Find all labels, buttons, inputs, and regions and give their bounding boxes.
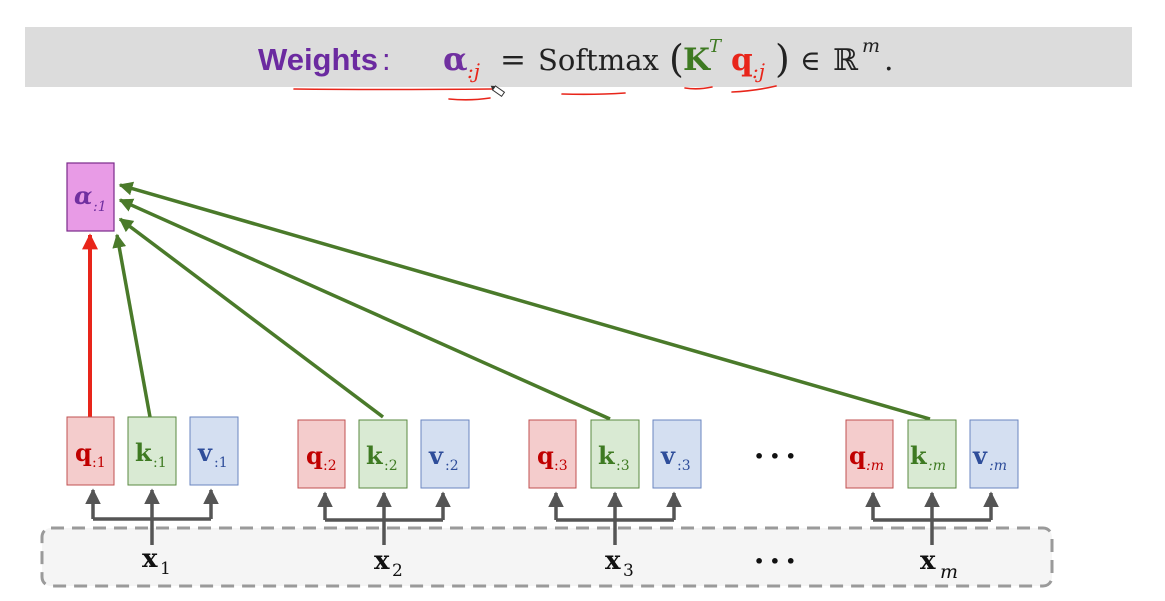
query-symbol: q (849, 441, 866, 470)
svg-text:Weights: Weights (258, 42, 378, 77)
query-box: q :1 (66, 416, 115, 486)
query-box: q :2 (297, 419, 346, 489)
formula-K: K (683, 42, 711, 78)
input-symbol: x (142, 544, 158, 574)
value-symbol: v (428, 441, 444, 470)
value-subscript: :m (989, 458, 1007, 474)
key-subscript: :2 (384, 458, 398, 474)
key-symbol: k (135, 438, 153, 467)
inputs-container (40, 526, 1054, 588)
key1-to-alpha-arrow (112, 233, 152, 418)
formula-reals: ℝ (833, 43, 859, 78)
key-symbol: k (910, 441, 928, 470)
formula-period: . (884, 43, 894, 78)
underline-weights (293, 88, 493, 91)
token-column-1: q :1 k :1 v :1 x 1 (66, 416, 239, 579)
query-symbol: q (537, 441, 554, 470)
input-token: x 3 (605, 546, 634, 581)
key-subscript: :m (928, 458, 946, 474)
keym-to-alpha-arrow (118, 181, 931, 421)
query-box: q :3 (528, 419, 577, 489)
formula-q: q (731, 42, 753, 78)
input-token: x m (920, 546, 958, 583)
value-box: v :1 (189, 416, 239, 486)
query-subscript: :m (866, 458, 884, 474)
formula-softmax: Softmax (538, 43, 659, 77)
alpha-output-symbol: α (74, 181, 92, 210)
annotation-underlines (293, 85, 777, 101)
query-subscript: :2 (323, 458, 337, 474)
input-token: x 2 (374, 546, 403, 581)
formula-in-symbol: ∈ (800, 44, 821, 77)
weights-formula: Weights : α :j = Softmax ( K T q :j ) ∈ … (258, 35, 894, 83)
input-subscript: 1 (160, 559, 171, 579)
formula-close-paren: ) (775, 37, 790, 81)
key-symbol: k (366, 441, 384, 470)
underline-q (731, 85, 777, 93)
alpha-output-subscript: :1 (93, 199, 107, 215)
value-symbol: v (197, 438, 213, 467)
key3-to-alpha-arrow (118, 198, 611, 421)
key-box: k :1 (127, 416, 177, 486)
pen-cursor-icon (490, 85, 506, 98)
input-fork-arrows (865, 491, 999, 545)
formula-equals: = (500, 42, 526, 78)
token-column-m: q :m k :m v :m x m (845, 419, 1019, 583)
key-box: k :2 (358, 419, 408, 489)
formula-reals-superscript: m (862, 35, 880, 57)
formula-open-paren: ( (669, 37, 684, 81)
input-subscript: 3 (623, 561, 634, 581)
value-subscript: :1 (214, 455, 228, 471)
ellipsis-upper: • • • (754, 447, 796, 466)
formula-alpha-subscript: :j (467, 59, 480, 83)
query-subscript: :1 (92, 455, 106, 471)
query-symbol: q (75, 438, 92, 467)
input-fork-arrows (85, 488, 219, 545)
value-box: v :2 (420, 419, 470, 489)
underline-alpha (448, 97, 491, 101)
key-symbol: k (598, 441, 616, 470)
alpha-output-box: α :1 (66, 162, 115, 232)
weights-label: Weights (258, 42, 378, 77)
weights-colon: : (382, 42, 391, 77)
key-subscript: :3 (616, 458, 630, 474)
formula-alpha: α (443, 40, 468, 78)
ellipsis-lower: • • • (754, 552, 796, 571)
key-box: k :m (907, 419, 957, 489)
key2-to-alpha-arrow (118, 217, 385, 419)
value-subscript: :3 (677, 458, 691, 474)
underline-K (684, 86, 713, 90)
formula-q-subscript: :j (752, 59, 765, 83)
query-symbol: q (306, 441, 323, 470)
input-symbol: x (605, 546, 621, 576)
value-box: v :3 (652, 419, 702, 489)
underline-softmax (561, 92, 626, 96)
input-subscript: 2 (392, 561, 403, 581)
key-box: k :3 (590, 419, 640, 489)
value-box: v :m (969, 419, 1019, 489)
query-box: q :m (845, 419, 894, 489)
key-subscript: :1 (153, 455, 167, 471)
value-subscript: :2 (445, 458, 459, 474)
input-subscript: m (940, 561, 958, 583)
token-column-3: q :3 k :3 v :3 x 3 (528, 419, 702, 581)
input-fork-arrows (548, 491, 682, 545)
input-symbol: x (374, 546, 390, 576)
input-fork-arrows (317, 491, 451, 545)
input-symbol: x (920, 546, 936, 576)
value-symbol: v (660, 441, 676, 470)
input-token: x 1 (142, 544, 171, 579)
formula-K-superscript: T (709, 36, 723, 57)
formula-banner (25, 27, 1132, 87)
token-column-2: q :2 k :2 v :2 x 2 (297, 419, 470, 581)
query-subscript: :3 (554, 458, 568, 474)
attention-arrows (82, 181, 931, 421)
value-symbol: v (972, 441, 988, 470)
